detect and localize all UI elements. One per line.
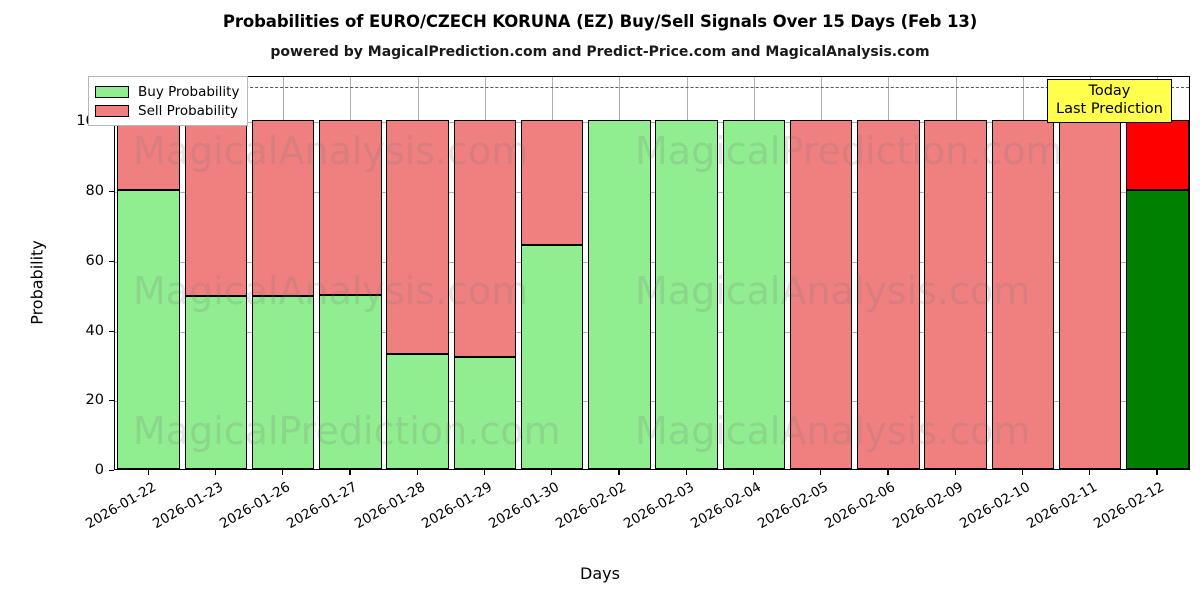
- x-tick-mark: [416, 470, 418, 475]
- x-tick-mark: [282, 470, 284, 475]
- x-tick-mark: [214, 470, 217, 475]
- bar-segment-buy: [588, 120, 651, 469]
- bar-column: [453, 77, 517, 469]
- bar-column: [722, 77, 786, 469]
- bar-segment-sell: [857, 120, 920, 469]
- x-tick-mark: [1156, 470, 1158, 475]
- bar-segment-sell: [991, 120, 1055, 469]
- bar-column: [386, 77, 449, 469]
- bar-segment-buy: [386, 353, 449, 469]
- bar-column: [319, 77, 382, 469]
- bar-segment-sell: [184, 120, 248, 297]
- x-tick-mark: [349, 470, 351, 475]
- bar-column: [251, 77, 315, 469]
- bar-segment-sell: [386, 120, 449, 354]
- bar-column: [857, 77, 920, 469]
- y-tick-label: 40: [85, 322, 104, 339]
- bar-column: [1058, 77, 1122, 469]
- y-tick-label: 0: [94, 462, 104, 478]
- x-axis-label: Days: [580, 564, 620, 583]
- legend-label: Sell Probability: [138, 102, 239, 119]
- y-tick-label: 20: [85, 392, 104, 409]
- legend-item: Sell Probability: [95, 101, 239, 120]
- bar-segment-sell: [319, 120, 382, 295]
- last-prediction-label: Last Prediction: [1056, 100, 1163, 117]
- today-annotation: Today Last Prediction: [1047, 79, 1172, 124]
- x-tick-mark: [1089, 470, 1091, 475]
- gridline-y-20: [115, 401, 1189, 403]
- bar-column: [520, 77, 584, 469]
- chart-title: Probabilities of EURO/CZECH KORUNA (EZ) …: [222, 12, 978, 31]
- x-tick-mark: [752, 470, 755, 475]
- legend-swatch: [95, 85, 129, 98]
- bar-column: [184, 77, 248, 469]
- plot-area: MagicalAnalysis.com MagicalPrediction.com…: [114, 76, 1190, 470]
- bar-segment-buy: [319, 294, 382, 469]
- bar-column: [991, 77, 1055, 469]
- threshold-dashed-line: [115, 87, 1189, 89]
- gridline-y-60: [115, 261, 1189, 263]
- bar-segment-buy: [1126, 190, 1189, 469]
- bar-segment-buy: [655, 120, 718, 469]
- gridline-y-40: [115, 331, 1189, 333]
- today-label: Today: [1088, 83, 1131, 99]
- x-tick-mark: [887, 470, 889, 475]
- chart-legend: Buy Probability Sell Probability: [88, 76, 249, 126]
- x-tick-mark: [551, 470, 553, 475]
- chart-subtitle: powered by MagicalPrediction.com and Pre…: [270, 44, 930, 60]
- legend-swatch: [95, 104, 129, 117]
- bar-column: [924, 77, 987, 469]
- bar-column: [117, 77, 180, 469]
- bar-segment-sell: [520, 120, 584, 245]
- y-tick-label: 60: [85, 252, 104, 269]
- y-axis-label: Probability: [27, 240, 47, 325]
- bar-column: [789, 77, 853, 469]
- x-tick-mark: [685, 470, 687, 475]
- bar-column: [588, 77, 651, 469]
- y-tick-mark: [109, 400, 114, 402]
- bar-segment-sell: [251, 120, 315, 297]
- gridline-y-80: [115, 192, 1189, 194]
- y-tick-mark: [109, 470, 114, 472]
- y-tick-mark: [109, 260, 114, 262]
- x-tick-mark: [483, 470, 486, 475]
- bar-segment-buy: [251, 296, 315, 469]
- bar-segment-buy: [184, 296, 248, 469]
- bar-segment-sell: [117, 120, 180, 191]
- x-tick-mark: [618, 470, 620, 475]
- gridline-y-100: [115, 122, 1189, 124]
- bar-segment-sell: [1126, 120, 1189, 191]
- y-tick-label: 80: [85, 183, 104, 200]
- legend-item: Buy Probability: [95, 82, 239, 101]
- bar-segment-sell: [453, 120, 517, 358]
- x-tick-mark: [820, 470, 822, 475]
- y-tick-mark: [109, 191, 114, 193]
- bar-segment-buy: [722, 120, 786, 469]
- legend-label: Buy Probability: [138, 83, 240, 100]
- bar-segment-buy: [453, 357, 517, 469]
- y-tick-mark: [109, 330, 114, 332]
- x-tick-mark: [954, 470, 956, 475]
- bar-segment-sell: [1058, 120, 1122, 469]
- bar-column: [1126, 77, 1189, 469]
- x-tick-mark: [147, 470, 149, 475]
- bar-segment-sell: [924, 120, 987, 469]
- bar-segment-buy: [520, 244, 584, 469]
- bar-segment-buy: [117, 190, 180, 469]
- bar-segment-sell: [789, 120, 853, 469]
- bar-column: [655, 77, 718, 469]
- x-tick-mark: [1021, 470, 1024, 475]
